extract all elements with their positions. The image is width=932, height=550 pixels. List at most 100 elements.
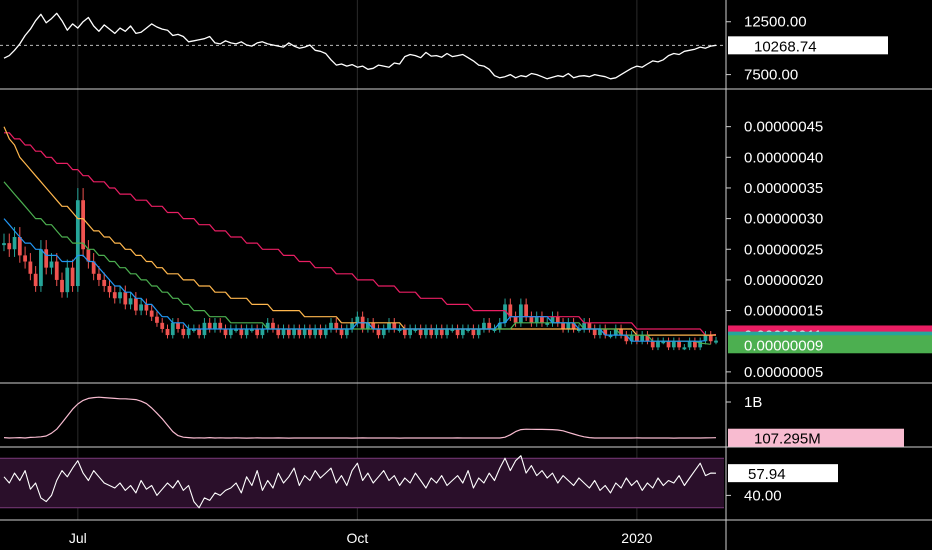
candle-body — [392, 322, 397, 329]
candle-body — [413, 328, 418, 331]
axis-tick-label: 0.00000025 — [744, 241, 823, 258]
candle-body — [308, 328, 312, 336]
candle-body — [102, 279, 107, 287]
candle-body — [265, 322, 270, 329]
candle-body — [81, 200, 85, 250]
candle-body — [540, 316, 544, 323]
candle-body — [186, 328, 191, 336]
candle-body — [107, 286, 112, 293]
candle-body — [714, 340, 718, 343]
candle-body — [687, 341, 692, 348]
axis-tick-label: 0.00000035 — [744, 180, 823, 197]
candle-body — [703, 335, 708, 342]
candle-body — [693, 341, 697, 348]
axis-tick-label: 7500.00 — [744, 67, 798, 84]
candle-body — [661, 341, 666, 344]
candle-body — [576, 328, 581, 331]
candle-body — [292, 328, 296, 336]
candle-body — [656, 341, 660, 348]
axis-tick-label: 0.00000005 — [744, 364, 823, 381]
candle-body — [366, 322, 370, 329]
candle-body — [218, 322, 223, 329]
axis-tick-label: 0.00000045 — [744, 119, 823, 136]
last-value-label: 107.295M — [754, 431, 821, 448]
candle-body — [318, 328, 323, 336]
candle-body — [123, 292, 128, 305]
candle-body — [650, 341, 655, 348]
candle-body — [598, 328, 602, 336]
candle-body — [524, 304, 529, 317]
candle-body — [492, 328, 497, 331]
candle-body — [313, 328, 318, 336]
candle-body — [97, 273, 101, 280]
axis-tick-label: 1B — [744, 394, 762, 411]
candle-body — [708, 335, 713, 342]
candle-body — [139, 304, 144, 311]
candle-body — [418, 328, 423, 336]
candle-body — [508, 304, 513, 317]
candle-body — [339, 328, 344, 336]
candle-body — [635, 335, 639, 342]
candle-body — [39, 249, 43, 287]
candle-body — [33, 273, 38, 287]
candle-body — [629, 335, 634, 342]
moving-average-fast — [3, 218, 706, 342]
panes — [0, 12, 724, 509]
candle-body — [149, 310, 154, 317]
oscillator-line — [3, 455, 717, 509]
candle-body — [49, 261, 54, 268]
candle-body — [487, 322, 492, 329]
reference-price-line — [3, 12, 717, 80]
time-label: 2020 — [621, 530, 652, 546]
candle-body — [86, 249, 91, 262]
candle-body — [70, 267, 75, 287]
candle-body — [666, 341, 671, 348]
moving-average-long — [4, 132, 717, 336]
candle-body — [429, 328, 434, 336]
candle-body — [165, 328, 170, 336]
last-value-label: 0.00000009 — [744, 337, 823, 354]
candle-body — [550, 316, 555, 323]
candle-body — [450, 328, 455, 331]
candle-body — [223, 328, 228, 336]
candle-body — [592, 328, 597, 336]
candle-body — [23, 255, 27, 262]
candle-body — [181, 328, 186, 336]
candle-body — [466, 328, 471, 331]
candle-body — [619, 328, 623, 336]
axis-tick-label: 0.00000040 — [744, 149, 823, 166]
last-value-label: 10268.74 — [754, 38, 817, 55]
candle-body — [518, 304, 523, 323]
candle-body — [286, 328, 291, 336]
candle-body — [529, 316, 534, 323]
candle-body — [587, 322, 592, 329]
candle-body — [260, 328, 265, 336]
candle-body — [12, 237, 17, 250]
candle-body — [244, 328, 249, 336]
candle-body — [7, 243, 12, 250]
axis-tick-label: 0.00000030 — [744, 211, 823, 228]
candle-body — [197, 328, 202, 336]
candle-body — [698, 341, 703, 348]
last-value-badge — [728, 464, 838, 483]
candle-body — [482, 322, 486, 329]
candle-body — [671, 341, 676, 348]
candle-body — [334, 322, 339, 329]
candle-body — [329, 322, 333, 329]
candle-body — [234, 328, 238, 331]
candle-body — [476, 328, 481, 336]
volume-line — [3, 396, 717, 439]
candle-body — [355, 316, 360, 323]
candle-body — [471, 328, 476, 336]
candle-body — [17, 237, 22, 256]
axis-tick-label: 12500.00 — [744, 14, 807, 31]
time-axis: Jul Oct 2020 — [69, 530, 653, 546]
candle-body — [176, 322, 180, 329]
time-label: Oct — [346, 530, 368, 546]
candle-body — [534, 316, 539, 323]
candle-body — [513, 316, 518, 323]
candle-body — [191, 328, 196, 331]
candle-body — [60, 279, 64, 293]
candle-body — [28, 261, 33, 274]
